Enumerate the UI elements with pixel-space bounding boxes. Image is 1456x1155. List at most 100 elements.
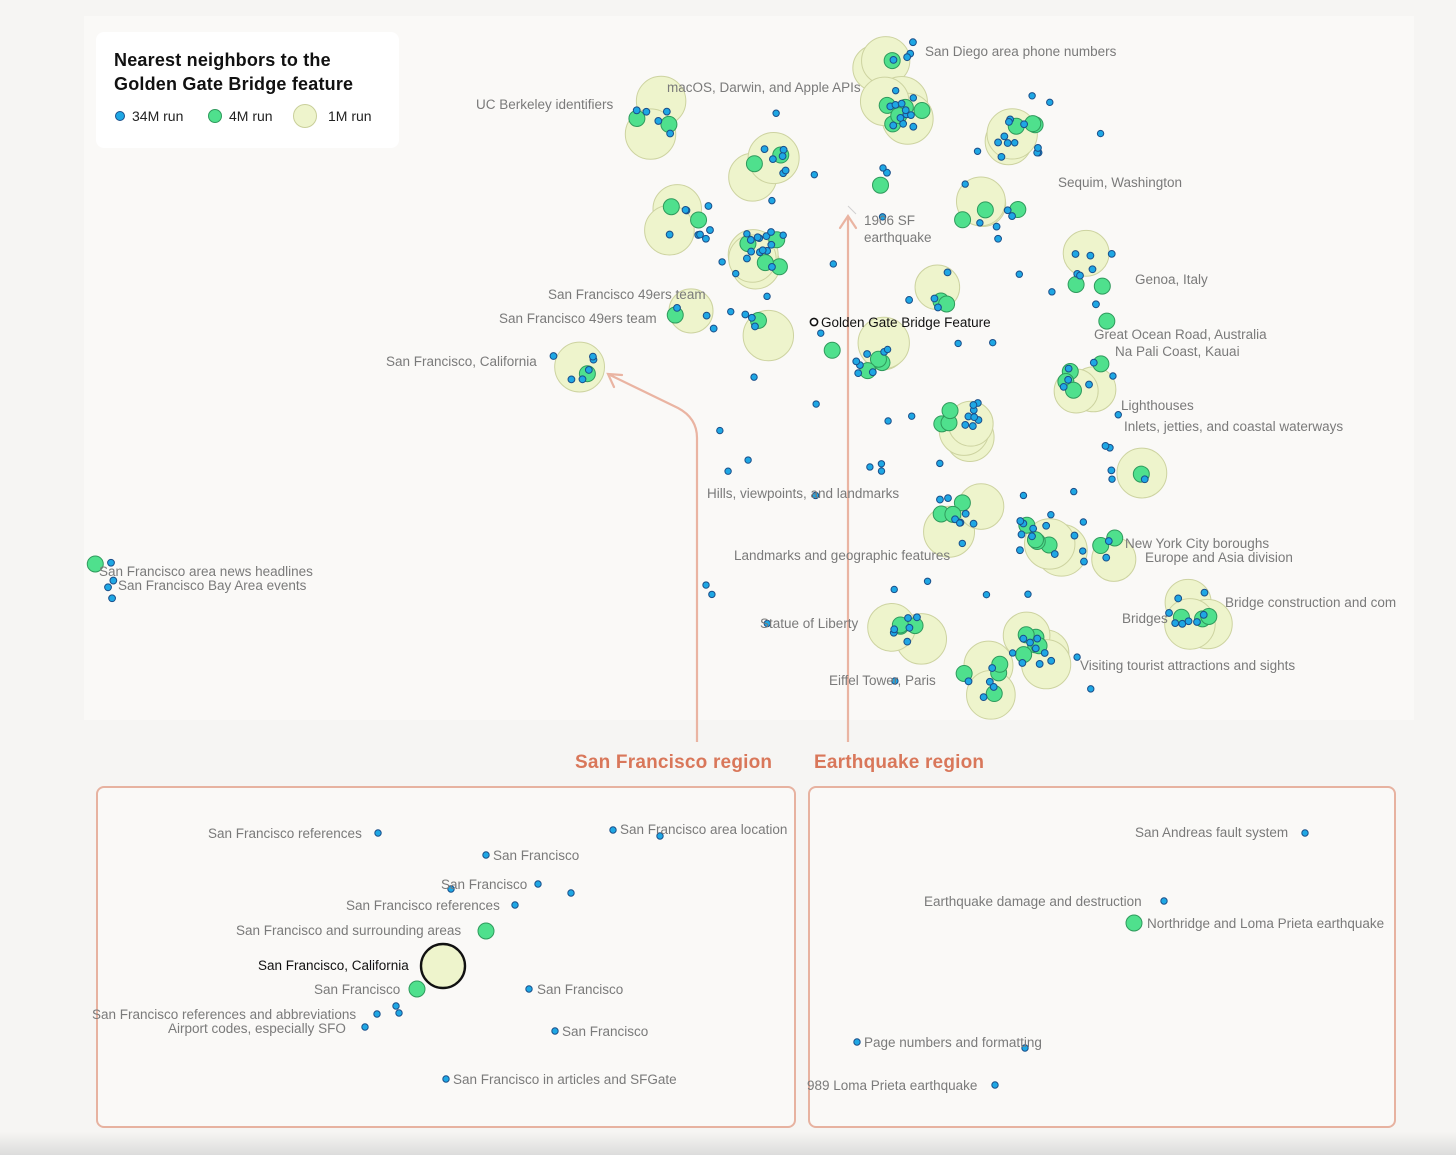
point-34m[interactable] [905,296,914,304]
point-34m[interactable] [743,230,751,238]
point-34m[interactable] [903,53,912,62]
point-34m[interactable] [1114,411,1122,419]
point-34m[interactable] [763,292,771,301]
point-34m[interactable] [1016,546,1024,555]
point-34m[interactable] [879,164,887,172]
point-34m[interactable] [1003,206,1012,215]
point-34m[interactable] [923,577,932,585]
point-34m[interactable] [878,213,887,221]
point-34m[interactable] [1024,590,1032,598]
point-34m[interactable] [1048,288,1056,296]
point-34m[interactable] [642,107,651,116]
point-4m[interactable] [954,211,972,229]
point-34m[interactable] [1200,588,1209,597]
point-34m[interactable] [991,1081,999,1089]
point-34m[interactable] [107,558,115,567]
point-4m[interactable] [1093,277,1111,295]
point-34m[interactable] [985,677,994,686]
point-34m[interactable] [1029,524,1038,533]
point-34m[interactable] [374,829,382,837]
point-34m[interactable] [904,614,912,622]
sf-california-highlight-point[interactable] [419,942,467,990]
point-34m[interactable] [890,625,899,634]
point-4m[interactable] [1092,537,1110,555]
golden-gate-point[interactable] [809,317,819,327]
point-34m[interactable] [1015,270,1023,278]
point-4m[interactable] [872,176,890,194]
point-34m[interactable] [392,1002,400,1010]
point-34m[interactable] [578,375,587,384]
point-34m[interactable] [1047,656,1056,665]
point-34m[interactable] [1018,659,1027,667]
point-34m[interactable] [746,236,755,244]
point-34m[interactable] [943,268,952,277]
point-4m[interactable] [745,155,763,173]
point-34m[interactable] [982,590,991,599]
point-34m[interactable] [373,1010,381,1018]
point-34m[interactable] [889,56,898,64]
point-34m[interactable] [1096,129,1105,138]
point-34m[interactable] [1046,98,1054,107]
point-34m[interactable] [1008,649,1017,657]
point-34m[interactable] [1080,557,1088,566]
point-4m[interactable] [1098,312,1116,330]
point-34m[interactable] [447,885,455,893]
point-34m[interactable] [1028,532,1036,541]
point-34m[interactable] [702,234,710,243]
point-34m[interactable] [1108,475,1116,483]
point-34m[interactable] [1165,609,1173,617]
point-34m[interactable] [883,345,892,354]
point-34m[interactable] [768,196,776,205]
point-34m[interactable] [1107,466,1116,475]
point-34m[interactable] [979,693,988,702]
point-34m[interactable] [1071,250,1080,258]
point-34m[interactable] [1005,117,1013,126]
point-34m[interactable] [1076,271,1084,280]
point-34m[interactable] [877,467,886,475]
point-34m[interactable] [751,322,759,331]
point-34m[interactable] [944,494,952,502]
point-34m[interactable] [969,519,978,528]
point-34m[interactable] [109,576,118,585]
point-34m[interactable] [442,1075,450,1083]
point-34m[interactable] [744,456,752,464]
point-34m[interactable] [609,826,617,834]
point-34m[interactable] [654,117,663,125]
point-34m[interactable] [768,263,776,271]
point-34m[interactable] [930,294,939,303]
point-34m[interactable] [1034,144,1042,152]
point-34m[interactable] [989,338,997,347]
point-4m[interactable] [823,341,841,359]
point-4m[interactable] [477,922,495,940]
point-34m[interactable] [1079,547,1087,555]
point-34m[interactable] [511,901,519,909]
point-34m[interactable] [897,99,906,108]
point-34m[interactable] [1104,537,1113,545]
point-34m[interactable] [908,412,916,420]
point-34m[interactable] [909,122,918,131]
point-34m[interactable] [913,613,921,622]
point-34m[interactable] [1171,619,1180,628]
point-34m[interactable] [681,206,690,214]
point-34m[interactable] [551,1027,559,1035]
point-34m[interactable] [936,495,944,504]
point-34m[interactable] [1064,375,1073,384]
point-34m[interactable] [1092,300,1100,309]
point-34m[interactable] [958,539,967,548]
point-34m[interactable] [852,357,861,366]
point-4m[interactable] [408,980,426,998]
point-34m[interactable] [704,202,713,210]
point-34m[interactable] [988,664,997,672]
point-34m[interactable] [741,310,750,319]
point-34m[interactable] [901,106,910,115]
point-34m[interactable] [1070,487,1078,496]
point-34m[interactable] [890,585,898,594]
point-34m[interactable] [1085,380,1093,389]
point-34m[interactable] [632,106,641,115]
point-34m[interactable] [763,619,771,628]
point-34m[interactable] [702,311,711,320]
point-34m[interactable] [743,254,751,263]
point-34m[interactable] [708,590,716,599]
point-34m[interactable] [1064,364,1073,373]
point-34m[interactable] [968,422,977,430]
